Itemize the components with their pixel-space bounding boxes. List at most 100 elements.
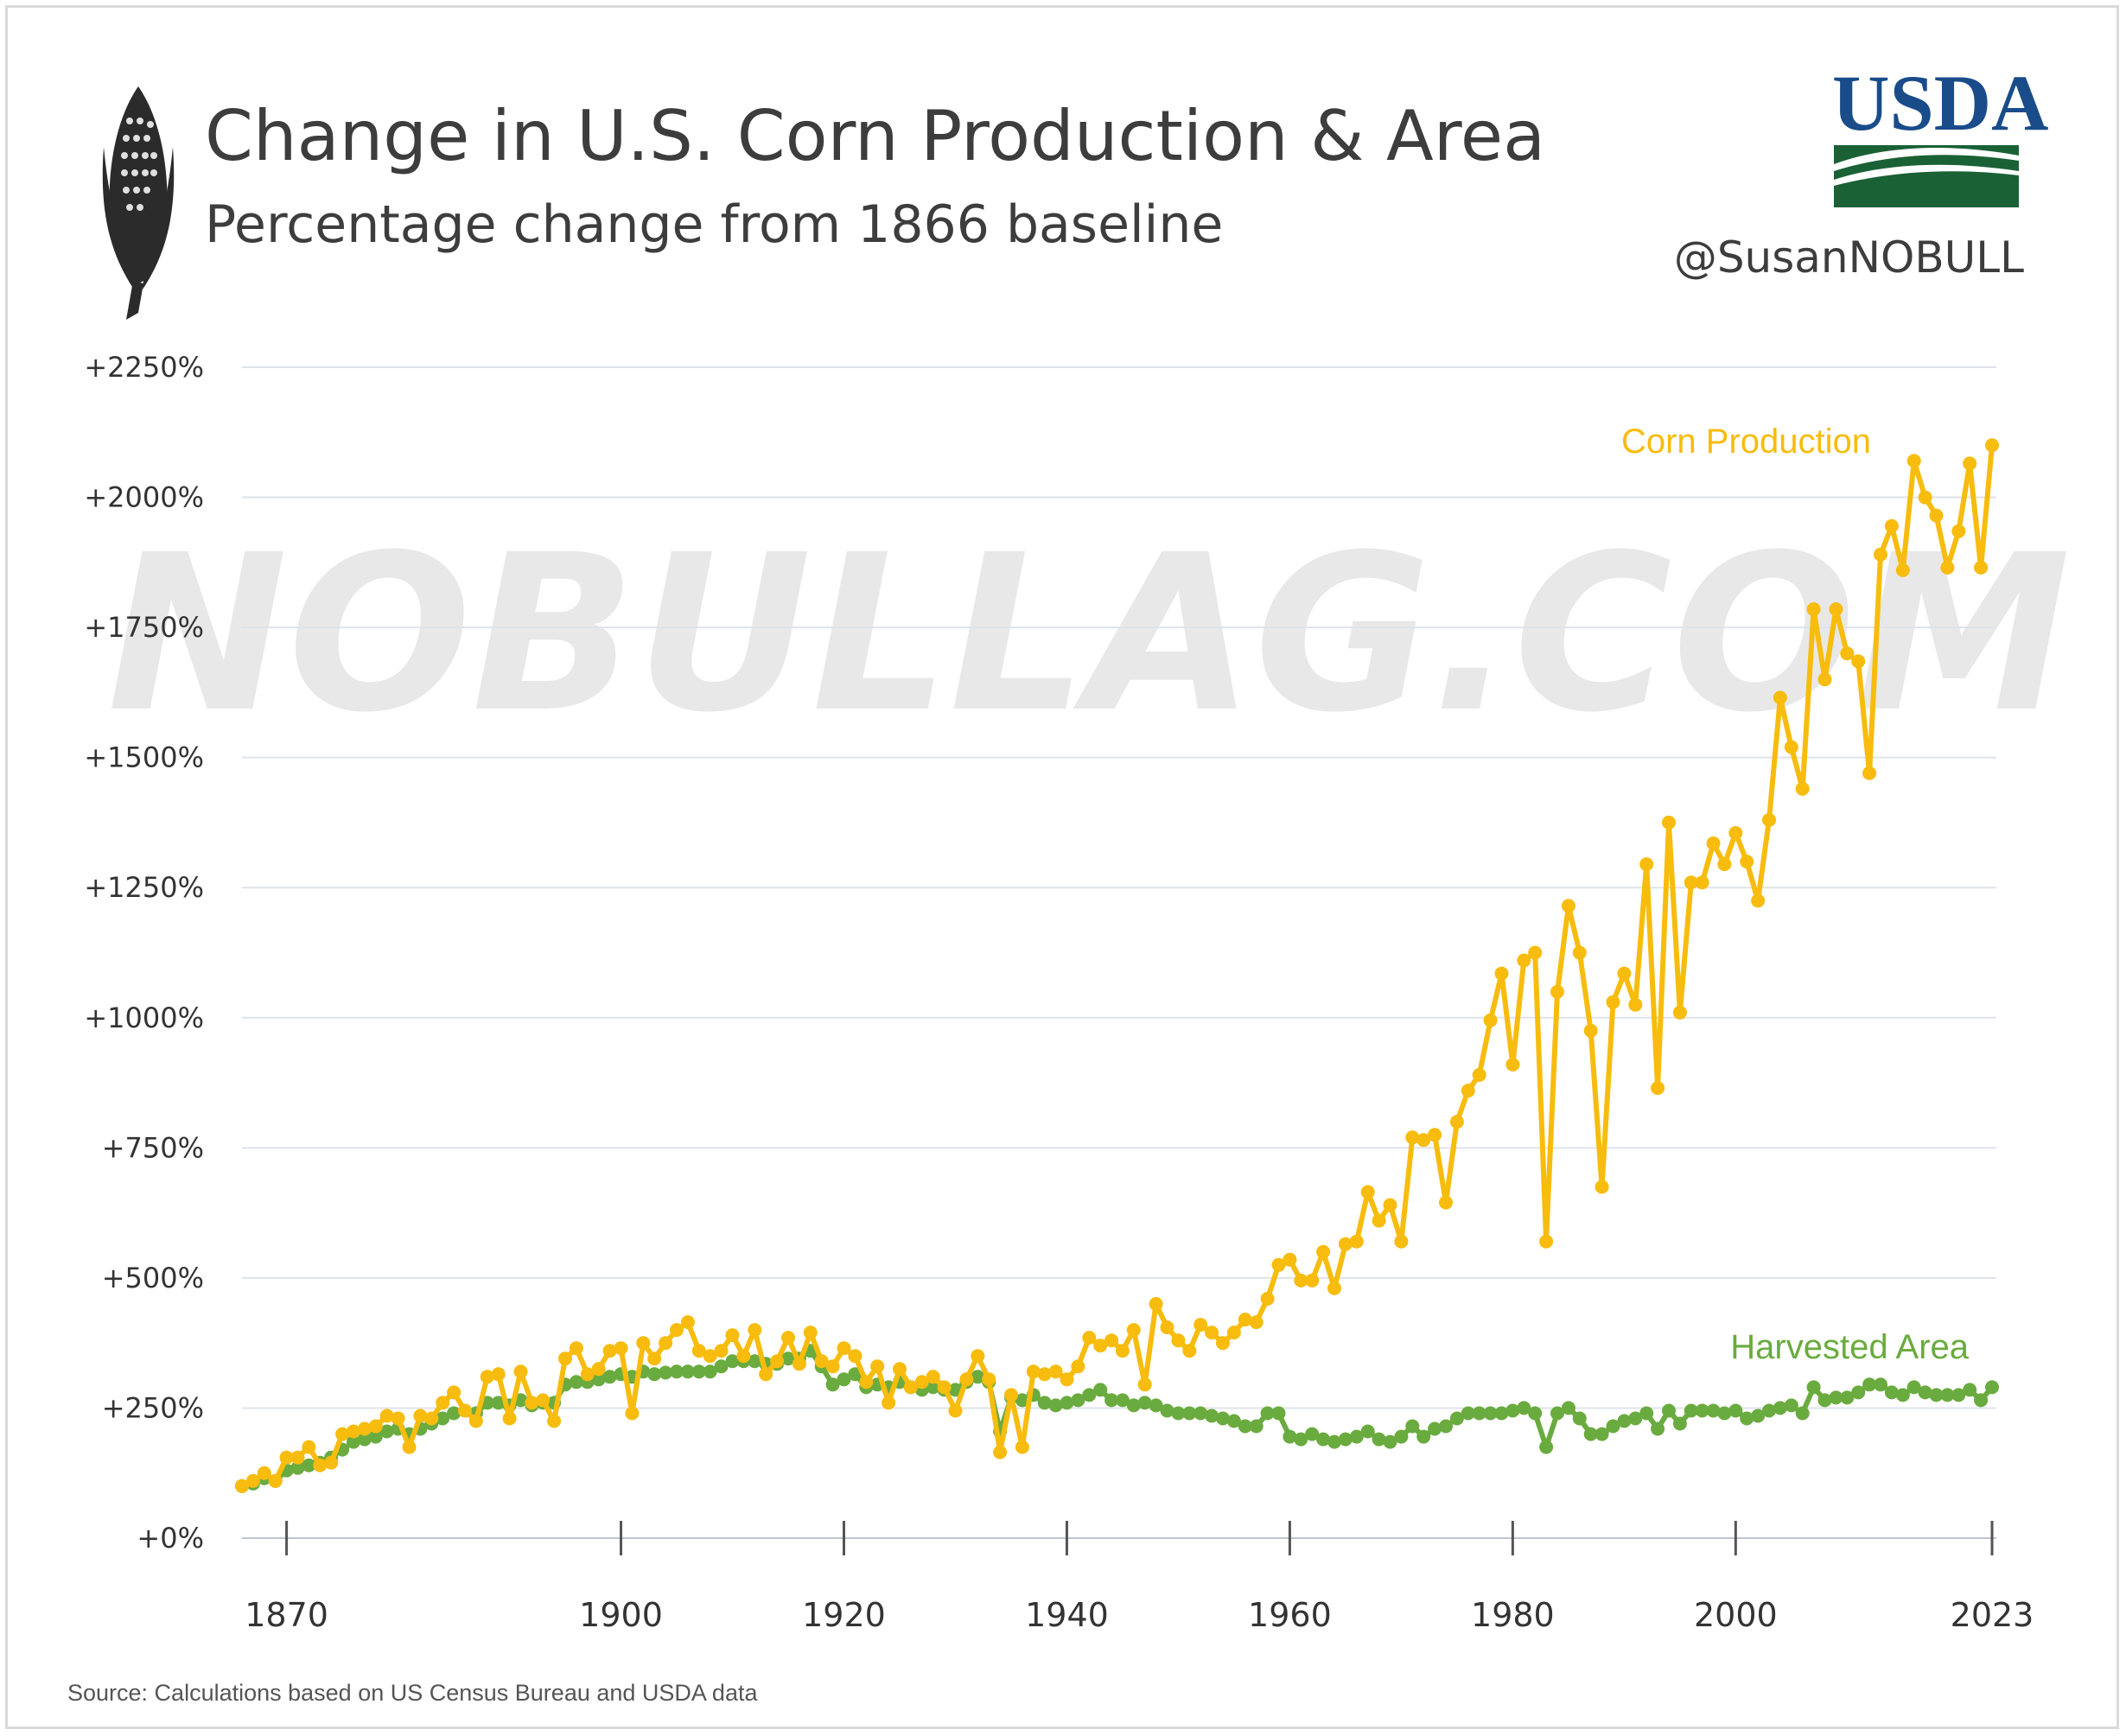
- data-point: [825, 1359, 840, 1374]
- data-point: [1160, 1320, 1174, 1335]
- data-point: [636, 1336, 651, 1351]
- data-point: [1249, 1315, 1264, 1330]
- data-point: [1740, 1411, 1754, 1426]
- data-point: [647, 1367, 662, 1382]
- data-point: [1672, 1005, 1687, 1020]
- data-point: [1294, 1432, 1308, 1447]
- data-point: [1672, 1416, 1687, 1431]
- data-point: [1383, 1434, 1397, 1449]
- data-point: [1829, 602, 1843, 616]
- data-point: [1271, 1406, 1286, 1421]
- data-point: [659, 1365, 673, 1380]
- data-point: [859, 1375, 874, 1389]
- data-point: [313, 1458, 328, 1472]
- data-point: [781, 1331, 795, 1345]
- data-point: [245, 1473, 260, 1488]
- x-tick-label: 2023: [1951, 1596, 2034, 1634]
- data-point: [1349, 1429, 1364, 1444]
- data-point: [1071, 1359, 1085, 1374]
- data-point: [1449, 1115, 1464, 1129]
- data-point: [1294, 1273, 1308, 1288]
- data-point: [368, 1419, 383, 1434]
- data-point: [1238, 1313, 1252, 1327]
- data-point: [703, 1364, 717, 1379]
- data-point: [848, 1367, 862, 1382]
- data-point: [1762, 1403, 1776, 1418]
- data-point: [1951, 524, 1966, 538]
- source-note: Source: Calculations based on US Census …: [67, 1680, 758, 1706]
- data-point: [1583, 1427, 1598, 1441]
- data-point: [1193, 1406, 1208, 1421]
- data-point: [1193, 1318, 1208, 1332]
- chart-title: Change in U.S. Corn Production & Area: [205, 96, 1545, 176]
- data-point: [1205, 1409, 1219, 1423]
- data-point: [347, 1434, 360, 1449]
- data-point: [1929, 1388, 1944, 1402]
- data-point: [569, 1375, 583, 1389]
- data-point: [1394, 1429, 1409, 1444]
- data-point: [1060, 1372, 1074, 1387]
- series-harvested-area: [235, 1344, 1999, 1493]
- data-point: [926, 1380, 940, 1395]
- data-point: [971, 1370, 985, 1384]
- data-point: [1539, 1234, 1554, 1249]
- data-point: [268, 1473, 283, 1488]
- data-point: [959, 1372, 974, 1387]
- data-point: [1662, 1403, 1676, 1418]
- data-point: [1862, 1377, 1877, 1392]
- data-point: [1594, 1180, 1609, 1194]
- data-point: [279, 1450, 294, 1465]
- data-point: [1316, 1244, 1331, 1259]
- usda-logo-text: USDA: [1832, 59, 2048, 147]
- data-point: [1439, 1419, 1453, 1434]
- data-point: [379, 1424, 394, 1439]
- data-point: [1717, 857, 1732, 872]
- data-point: [290, 1450, 305, 1465]
- data-point: [502, 1411, 517, 1426]
- y-tick-label: +1500%: [84, 741, 204, 774]
- data-point: [1974, 1393, 1989, 1408]
- data-point: [1572, 945, 1587, 960]
- data-point: [1428, 1421, 1442, 1436]
- data-point: [1706, 1403, 1721, 1418]
- data-point: [1740, 855, 1754, 869]
- data-point: [625, 1406, 640, 1421]
- label-harvested-area: Harvested Area: [1730, 1328, 1969, 1366]
- data-point: [1617, 1414, 1632, 1428]
- data-point: [1628, 997, 1643, 1012]
- data-point: [1817, 1393, 1832, 1408]
- data-point: [1461, 1406, 1475, 1421]
- data-point: [1305, 1427, 1320, 1441]
- data-point: [926, 1370, 940, 1384]
- chart-subtitle: Percentage change from 1866 baseline: [205, 194, 1223, 255]
- data-point: [736, 1349, 751, 1364]
- data-point: [1539, 1440, 1554, 1454]
- data-point: [971, 1349, 985, 1364]
- data-point: [1060, 1396, 1074, 1410]
- data-point: [725, 1354, 740, 1369]
- data-point: [591, 1362, 606, 1377]
- data-point: [1472, 1068, 1486, 1082]
- data-point: [1606, 1419, 1620, 1434]
- data-point: [691, 1364, 706, 1379]
- data-point: [1651, 1421, 1665, 1436]
- data-point: [1249, 1419, 1264, 1434]
- data-point: [914, 1375, 929, 1389]
- x-tick-label: 1980: [1471, 1596, 1555, 1634]
- data-point: [703, 1349, 717, 1364]
- data-point: [525, 1396, 539, 1410]
- data-point: [1918, 490, 1932, 505]
- data-point: [1717, 1406, 1732, 1421]
- data-point: [1171, 1333, 1186, 1348]
- data-point: [480, 1370, 494, 1384]
- data-point: [1115, 1344, 1130, 1358]
- data-point: [1349, 1234, 1364, 1249]
- data-point: [602, 1370, 617, 1384]
- data-point: [324, 1455, 339, 1470]
- x-tick-label: 1870: [245, 1596, 328, 1634]
- data-point: [1171, 1406, 1186, 1421]
- data-point: [1115, 1393, 1130, 1408]
- data-point: [1806, 1380, 1821, 1395]
- data-point: [1706, 836, 1721, 850]
